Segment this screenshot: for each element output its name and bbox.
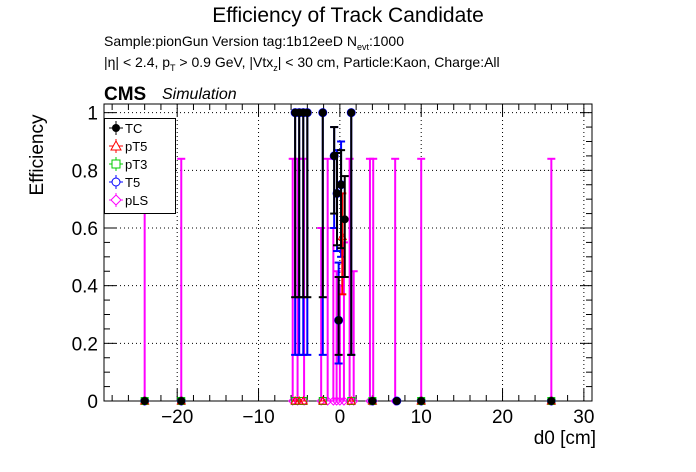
y-tick-label: 0.6 (72, 219, 98, 240)
cms-label: CMS (104, 84, 147, 105)
x-tick-label: 0 (335, 407, 346, 428)
tc-point (140, 397, 149, 405)
tc-point (177, 397, 186, 405)
open-circle-marker-icon (109, 175, 123, 189)
tc-point (337, 180, 346, 189)
y-tick-label: 0.4 (72, 277, 99, 298)
y-axis-label: Efficiency (27, 114, 48, 196)
tc-point (392, 397, 401, 405)
legend-item-pls: pLS (109, 191, 148, 209)
tc-point (303, 108, 312, 117)
tc-point (340, 215, 349, 224)
open-square-marker-icon (109, 157, 123, 171)
pt5-point (346, 395, 357, 405)
chart-subtitle-cuts: |η| < 2.4, pT > 0.9 GeV, |Vtxz| < 30 cm,… (104, 54, 500, 73)
tc-point (547, 397, 556, 405)
x-tick-label: 20 (492, 407, 513, 428)
y-tick-label: 0.2 (72, 334, 98, 355)
open-diamond-marker-icon (109, 193, 123, 207)
x-tick-label: −10 (242, 407, 274, 428)
legend-item-t5: T5 (109, 173, 140, 191)
x-tick-label: 30 (573, 407, 594, 428)
pls-point (335, 396, 345, 406)
x-axis-label: d0 [cm] (533, 428, 596, 449)
y-tick-label: 0.8 (72, 161, 98, 182)
pt5-point (317, 395, 328, 405)
y-tick-label: 0 (87, 392, 98, 413)
chart-subtitle-sample: Sample:pionGun Version tag:1b12eeD Nevt:… (104, 33, 405, 52)
chart-title: Efficiency of Track Candidate (212, 4, 484, 27)
legend-item-pt5: pT5 (109, 137, 147, 155)
tc-point (318, 108, 327, 117)
tc-point (368, 397, 377, 405)
x-tick-label: −20 (161, 407, 193, 428)
legend-item-pt3: pT3 (109, 155, 147, 173)
x-tick-label: 10 (411, 407, 432, 428)
filled-circle-marker-icon (109, 121, 123, 135)
simulation-label: Simulation (162, 86, 237, 103)
pt5-point (298, 395, 309, 405)
y-tick-label: 1 (87, 104, 98, 125)
legend: TC pT5 pT3 T5 pLS (104, 118, 176, 214)
tc-point (334, 316, 343, 325)
tc-point (417, 397, 426, 405)
legend-item-tc: TC (109, 119, 142, 137)
tc-point (347, 108, 356, 117)
tc-point (333, 189, 342, 198)
open-triangle-marker-icon (109, 139, 123, 153)
